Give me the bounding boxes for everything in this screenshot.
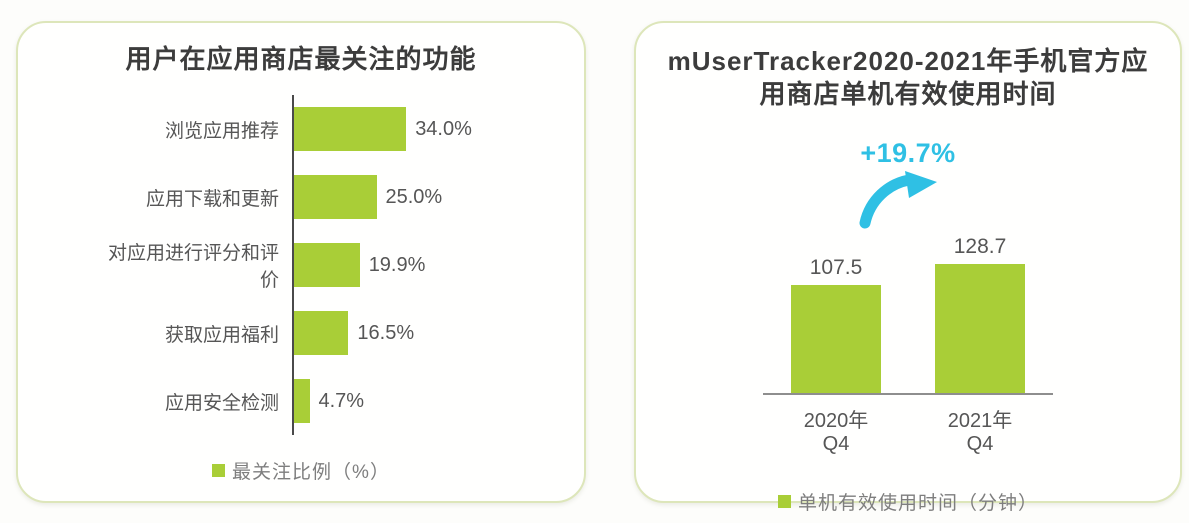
bar-track: 4.7% <box>292 367 584 436</box>
bar-row: 获取应用福利 16.5% <box>102 299 584 368</box>
category-label: 获取应用福利 <box>164 324 279 346</box>
bar <box>791 284 881 393</box>
value-label: 16.5% <box>357 321 415 344</box>
value-label: 34.0% <box>415 117 472 140</box>
bar-row: 浏览应用推荐 34.0% <box>102 95 584 164</box>
right-chart-title-line2: 用商店单机有效使用时间 <box>759 79 1057 110</box>
left-legend: 最关注比例（%） <box>212 457 390 484</box>
bar-row: 应用安全检测 4.7% <box>102 367 584 436</box>
value-label: 128.7 <box>953 234 1007 258</box>
value-label: 19.9% <box>368 253 426 276</box>
category-label: 应用下载和更新 <box>145 188 279 210</box>
left-panel: 用户在应用商店最关注的功能 浏览应用推荐 34.0% 应用下载和更新 25.0% 对应用… <box>16 21 586 503</box>
bar-track: 25.0% <box>292 163 584 232</box>
bar <box>935 263 1025 393</box>
growth-annotation: +19.7% <box>859 137 956 229</box>
right-legend: 单机有效使用时间（分钟） <box>777 488 1038 515</box>
bar-row: 应用下载和更新 25.0% <box>102 163 584 232</box>
bar <box>294 379 310 424</box>
growth-arrow-icon <box>859 170 937 229</box>
bar <box>294 107 407 152</box>
horizontal-bar-chart: 浏览应用推荐 34.0% 应用下载和更新 25.0% 对应用进行评分和评价 19.9% 获取… <box>18 95 584 436</box>
bar <box>294 311 349 356</box>
right-panel: mUserTracker2020-2021年手机官方应 用商店单机有效使用时间 … <box>634 21 1182 514</box>
category-label: 2020年Q4 <box>803 409 869 455</box>
left-legend-label: 最关注比例（%） <box>232 462 390 484</box>
bar <box>294 243 360 288</box>
growth-percentage-label: +19.7% <box>860 137 956 168</box>
x-axis-labels: 2020年Q4 2021年Q4 <box>763 404 1053 456</box>
bar-column: 107.5 <box>791 256 881 393</box>
value-label: 107.5 <box>809 255 863 279</box>
bar-column: 128.7 <box>935 235 1025 393</box>
bars-group: 107.5 128.7 <box>763 235 1053 395</box>
bar-track: 34.0% <box>292 95 584 164</box>
vertical-bar-chart: 107.5 128.7 2020年Q4 2021年Q4 <box>636 235 1180 456</box>
legend-swatch-icon <box>212 464 226 478</box>
right-legend-label: 单机有效使用时间（分钟） <box>797 492 1038 514</box>
legend-swatch-icon <box>777 494 791 508</box>
category-label: 浏览应用推荐 <box>164 120 279 142</box>
left-chart-title: 用户在应用商店最关注的功能 <box>125 44 477 74</box>
value-label: 25.0% <box>385 185 443 208</box>
category-label: 应用安全检测 <box>164 392 279 414</box>
category-label: 2021年Q4 <box>947 409 1013 455</box>
right-chart-title-line1: mUserTracker2020-2021年手机官方应 <box>667 46 1149 76</box>
category-label: 对应用进行评分和评价 <box>107 243 279 292</box>
bar-track: 19.9% <box>292 231 584 300</box>
bar-track: 16.5% <box>292 299 584 368</box>
bar <box>294 175 377 220</box>
value-label: 4.7% <box>318 389 365 412</box>
bar-row: 对应用进行评分和评价 19.9% <box>102 231 584 300</box>
right-chart-title: mUserTracker2020-2021年手机官方应 用商店单机有效使用时间 <box>658 45 1158 112</box>
